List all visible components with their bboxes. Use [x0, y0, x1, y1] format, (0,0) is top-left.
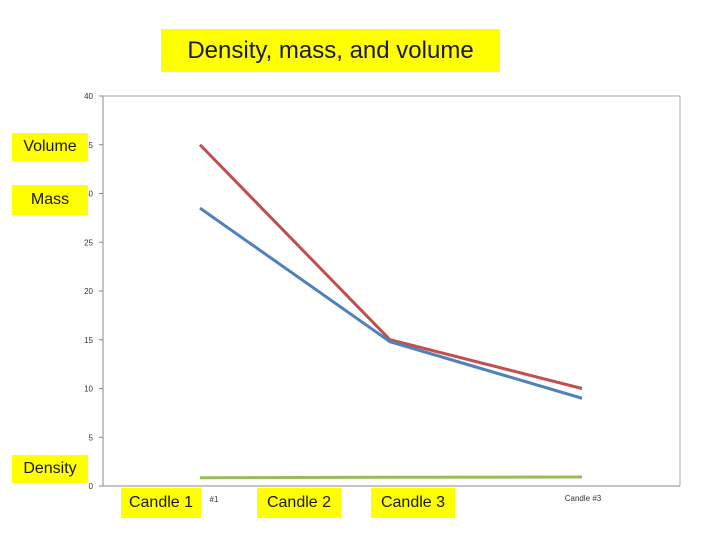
candle-1-label: Candle 1 — [121, 488, 201, 518]
y-tick-label: 15 — [84, 336, 93, 345]
series-line-2 — [199, 206, 583, 400]
y-tick-label: 30 — [84, 190, 93, 199]
chart-title: Density, mass, and volume — [161, 29, 500, 72]
y-tick-labels: 0 5 10 15 20 25 30 35 40 — [84, 92, 103, 491]
y-tick-label: 10 — [84, 385, 93, 394]
y-tick-label: 5 — [89, 433, 94, 442]
candle-2-label: Candle 2 — [257, 488, 341, 518]
mass-label: Mass — [12, 185, 88, 215]
y-tick-label: 40 — [84, 92, 93, 101]
candle-3-label: Candle 3 — [371, 488, 455, 518]
x-tick-label-3: Candle #3 — [565, 494, 602, 503]
volume-label: Volume — [12, 133, 88, 161]
density-label: Density — [12, 455, 88, 483]
y-tick-label: 25 — [84, 238, 93, 247]
y-tick-label: 20 — [84, 287, 93, 296]
series-line-1 — [198, 143, 583, 390]
series-line-3 — [199, 475, 583, 480]
x-tick-label-1: #1 — [210, 495, 219, 504]
y-tick-label: 35 — [84, 141, 93, 150]
y-tick-label: 0 — [89, 482, 94, 491]
